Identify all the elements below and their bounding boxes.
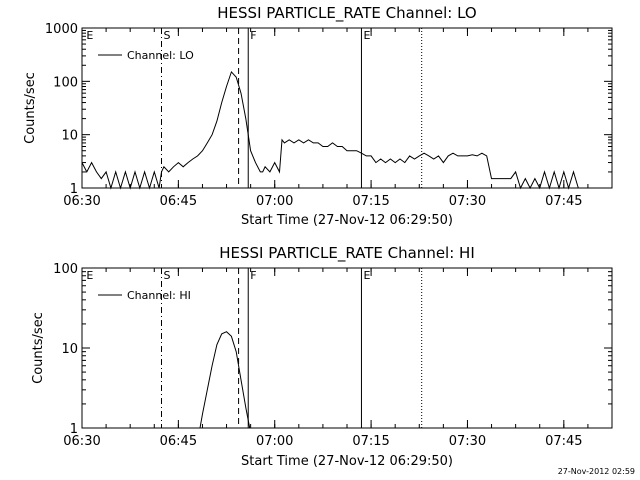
panel-2-xtick-label: 07:15 [352, 434, 389, 449]
panel-1-title: HESSI PARTICLE_RATE Channel: LO [217, 4, 476, 23]
panel-1-ytick-label: 1000 [45, 22, 78, 37]
panel-1-xtick-label: 07:45 [545, 194, 582, 209]
panel-1-series-line [81, 70, 579, 190]
panel-1-xtick-label: 06:45 [160, 194, 197, 209]
panel-2-xtick-label: 06:45 [160, 434, 197, 449]
panel-1-marker-label: E [363, 29, 370, 42]
panel-2-xlabel: Start Time (27-Nov-12 06:29:50) [241, 454, 453, 469]
panel-1-ytick-label: 100 [53, 75, 78, 90]
panel-2-title: HESSI PARTICLE_RATE Channel: HI [219, 244, 475, 263]
panel-1-legend-label: Channel: LO [127, 49, 194, 62]
panel-1-marker-label: S [164, 29, 171, 42]
panel-1-ytick-label: 1 [70, 182, 78, 197]
panel-2-ytick-label: 1 [70, 422, 78, 437]
panel-2-xtick-label: 07:00 [256, 434, 293, 449]
timestamp-stamp: 27-Nov-2012 02:59 [557, 467, 635, 476]
panel-1-xtick-label: 07:00 [256, 194, 293, 209]
panel-1-marker-label: F [250, 29, 256, 42]
panel-1-xlabel: Start Time (27-Nov-12 06:29:50) [241, 213, 453, 228]
panel-2-marker-label: F [250, 269, 256, 282]
panel-1-xtick-label: 07:15 [352, 194, 389, 209]
panel-1-marker-label: E [86, 29, 93, 42]
panel-2-legend-label: Channel: HI [127, 289, 191, 302]
panel-2-marker-label: S [164, 269, 171, 282]
panel-2-ylabel: Counts/sec [31, 312, 46, 384]
panel-1-xtick-label: 06:30 [63, 194, 100, 209]
panel-2-series-line [199, 331, 251, 429]
panel-2-xtick-label: 07:30 [449, 434, 486, 449]
panel-2-marker-label: E [86, 269, 93, 282]
panel-1-ytick-label: 10 [61, 129, 78, 144]
panel-1-ylabel: Counts/sec [23, 72, 38, 144]
panel-2-marker-label: E [363, 269, 370, 282]
panel-2-xtick-label: 07:45 [545, 434, 582, 449]
panel-1-xtick-label: 07:30 [449, 194, 486, 209]
panel-2-ytick-label: 10 [61, 342, 78, 357]
panel-2-ytick-label: 100 [53, 262, 78, 277]
panel-2-xtick-label: 06:30 [63, 434, 100, 449]
